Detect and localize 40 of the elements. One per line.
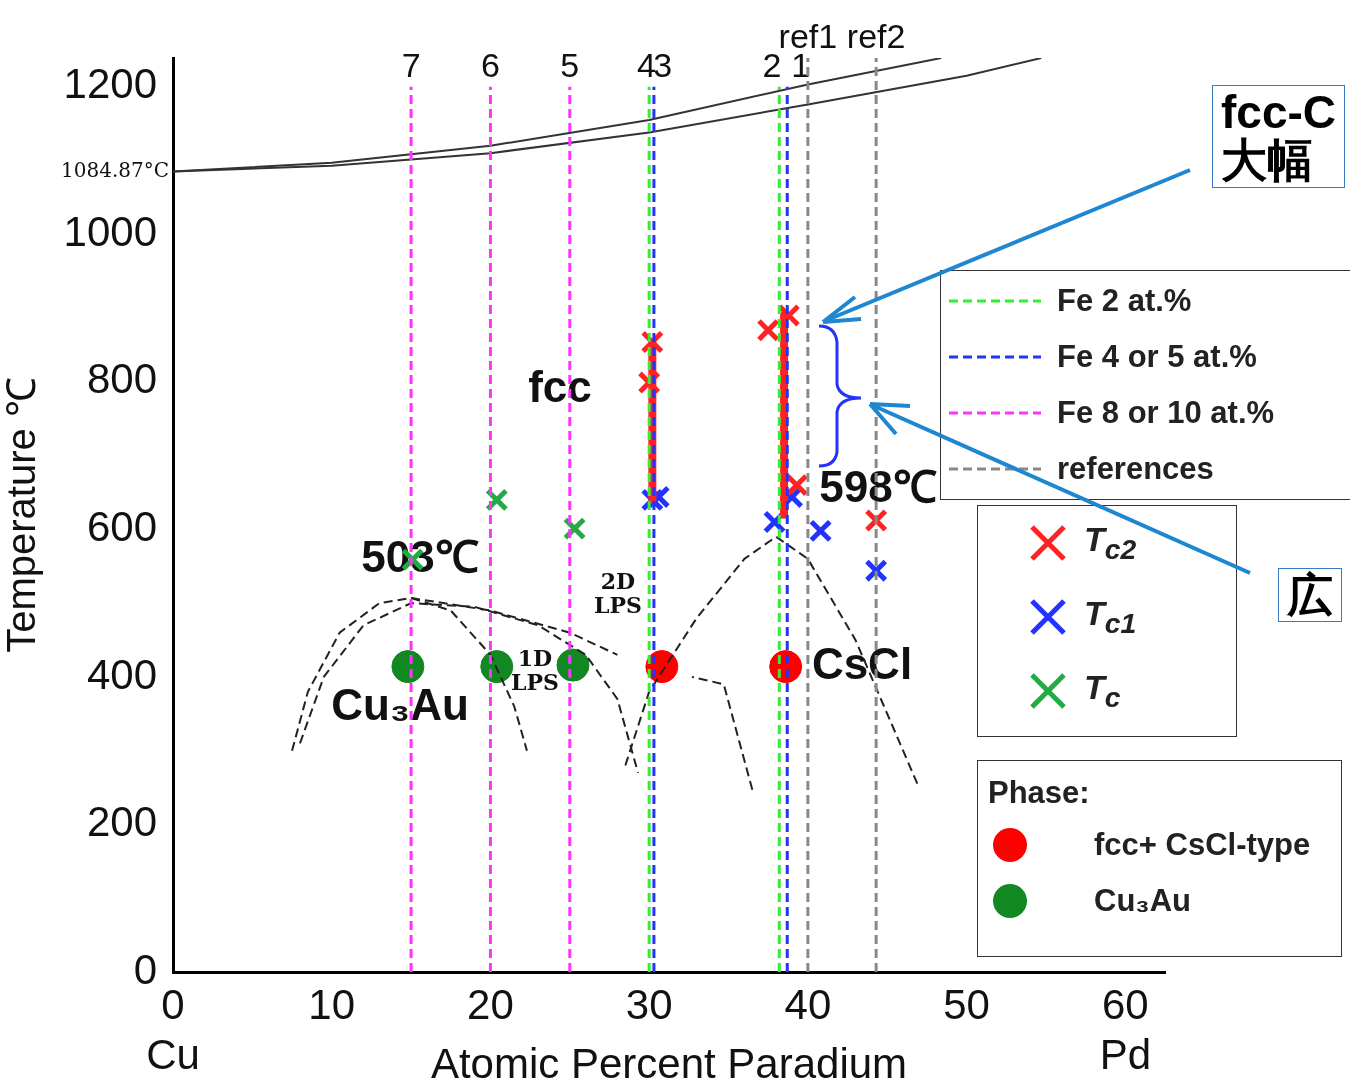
y-tick-label: 600: [86, 502, 157, 550]
y-tick-label: 800: [86, 355, 157, 403]
annotation: 1D LPS: [511, 644, 559, 695]
x-tick-label: 50: [943, 980, 990, 1028]
legend-label: references: [1057, 451, 1214, 487]
legend-title: Phase:: [987, 774, 1091, 812]
annotation: 7: [401, 46, 421, 85]
annotation: 2: [762, 46, 782, 85]
x-tick-label: 40: [784, 980, 832, 1028]
annotation: ref2: [846, 17, 906, 56]
legend-label: fcc+ CsCl-type: [1094, 827, 1311, 863]
x-tick-label: 30: [625, 980, 673, 1028]
legend-label: Fe 8 or 10 at.%: [1057, 395, 1275, 431]
y-tick-label: 1000: [63, 207, 157, 255]
annotation: 1084.87°C: [60, 157, 169, 182]
x-axis-title: Atomic Percent Paradium: [430, 1040, 908, 1088]
y-tick-label: 400: [86, 650, 157, 698]
annotation: 6: [480, 46, 500, 85]
y-tick-label: 200: [86, 798, 157, 846]
legend-label: Fe 2 at.%: [1057, 283, 1192, 319]
legend-label: Cu₃Au: [1094, 883, 1191, 919]
x-tick-label: 20: [467, 980, 514, 1028]
x-tick-label: 60 Pd: [1099, 980, 1152, 1079]
text: 大幅: [1221, 134, 1314, 187]
annotation: 5: [560, 46, 580, 85]
annotation: 598℃: [819, 462, 937, 512]
y-tick-label: 1200: [63, 60, 157, 108]
legend-label: Fe 4 or 5 at.%: [1057, 339, 1257, 375]
annotation: 3: [653, 46, 673, 85]
legend-label: T$_{c}$: [1084, 668, 1121, 714]
legend-label: T$_{c1}$: [1084, 594, 1137, 640]
annotation: CsCl: [811, 639, 913, 689]
y-axis-title: Temperature ℃: [0, 377, 44, 653]
text: 広: [1278, 568, 1342, 623]
x-tick-label: 10: [308, 980, 356, 1028]
annotation: fcc: [528, 362, 592, 412]
annotation: 4: [637, 46, 656, 85]
annotation: Cu₃Au: [331, 680, 469, 730]
legend-label: T$_{c2}$: [1084, 520, 1137, 566]
annotation: 2D LPS: [594, 567, 642, 618]
